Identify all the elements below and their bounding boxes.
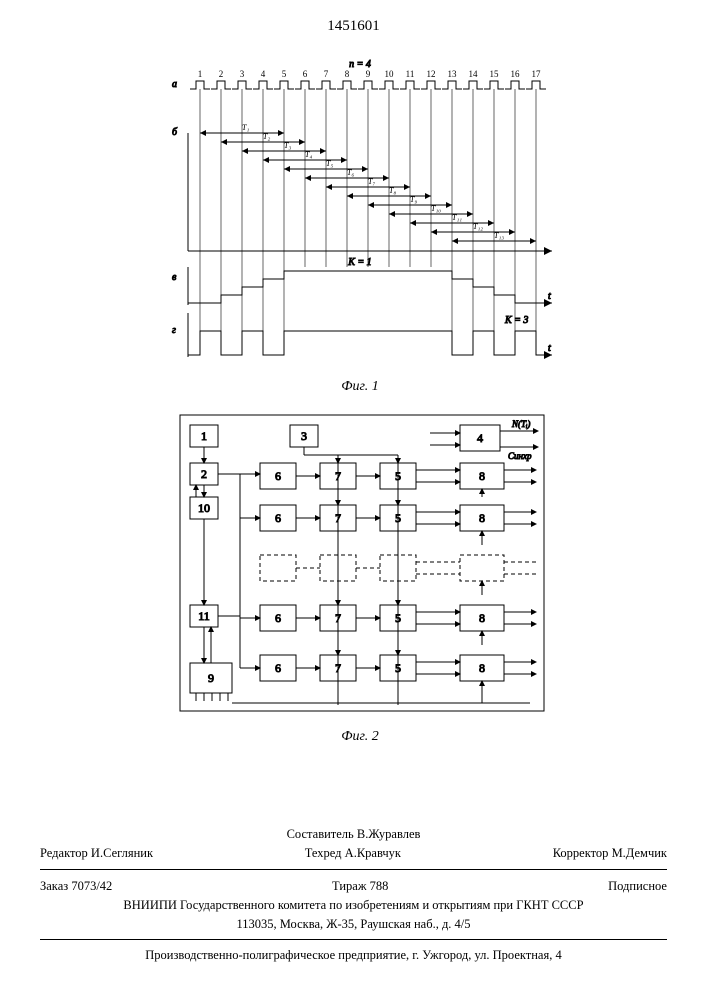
svg-text:15: 15 — [490, 69, 500, 79]
corrector-label: Корректор — [553, 846, 609, 860]
svg-text:6: 6 — [275, 611, 281, 625]
svg-text:T₄: T₄ — [305, 150, 312, 159]
fig1-caption: Фиг. 1 — [160, 379, 560, 395]
svg-text:8: 8 — [479, 611, 485, 625]
svg-text:1: 1 — [201, 429, 207, 443]
fig2-caption: Фиг. 2 — [160, 729, 560, 745]
svg-text:T₃: T₃ — [284, 141, 291, 150]
svg-text:4: 4 — [261, 69, 266, 79]
svg-text:в: в — [172, 272, 177, 283]
svg-text:12: 12 — [427, 69, 436, 79]
svg-text:8: 8 — [479, 469, 485, 483]
footer-block: Составитель В.Журавлев Редактор И.Сеглян… — [40, 825, 667, 964]
svg-text:г: г — [172, 325, 176, 336]
svg-text:8: 8 — [479, 511, 485, 525]
svg-text:Синхр: Синхр — [508, 451, 532, 461]
svg-text:6: 6 — [275, 511, 281, 525]
svg-text:T₅: T₅ — [326, 159, 333, 168]
figure-1: n = 4 а — [160, 55, 560, 755]
svg-text:2: 2 — [219, 69, 224, 79]
svg-text:6: 6 — [303, 69, 308, 79]
svg-text:16: 16 — [511, 69, 521, 79]
svg-text:6: 6 — [275, 661, 281, 675]
svg-text:К = 1: К = 1 — [347, 257, 371, 268]
svg-text:T₁₂: T₁₂ — [473, 222, 483, 231]
svg-text:8: 8 — [479, 661, 485, 675]
compiler-name: В.Журавлев — [357, 827, 421, 841]
svg-text:9: 9 — [208, 671, 214, 685]
svg-text:4: 4 — [477, 431, 483, 445]
svg-text:13: 13 — [448, 69, 458, 79]
svg-text:3: 3 — [240, 69, 245, 79]
svg-text:9: 9 — [366, 69, 371, 79]
svg-text:T₁: T₁ — [242, 123, 249, 132]
svg-text:14: 14 — [469, 69, 479, 79]
corrector-name: М.Демчик — [612, 846, 667, 860]
svg-text:T₉: T₉ — [410, 195, 417, 204]
order-num: 7073/42 — [71, 879, 112, 893]
org-addr: 113035, Москва, Ж-35, Раушская наб., д. … — [40, 915, 667, 933]
fig1-svg: n = 4 а — [160, 55, 560, 375]
tirazh-label: Тираж — [332, 879, 366, 893]
svg-text:11: 11 — [198, 609, 210, 623]
svg-text:6: 6 — [275, 469, 281, 483]
techred-name: А.Кравчук — [345, 846, 401, 860]
svg-text:T₁₁: T₁₁ — [452, 213, 462, 222]
svg-text:5: 5 — [282, 69, 287, 79]
svg-text:10: 10 — [385, 69, 395, 79]
org1: ВНИИПИ Государственного комитета по изоб… — [40, 896, 667, 914]
patent-number: 1451601 — [0, 18, 707, 35]
svg-text:10: 10 — [198, 501, 210, 515]
tirazh-num: 788 — [370, 879, 389, 893]
svg-text:t: t — [548, 343, 551, 354]
techred-label: Техред — [305, 846, 342, 860]
svg-text:11: 11 — [406, 69, 415, 79]
order-label: Заказ — [40, 879, 68, 893]
svg-text:7: 7 — [324, 69, 329, 79]
podpis: Подписное — [608, 877, 667, 895]
svg-text:T₈: T₈ — [389, 186, 396, 195]
svg-text:К = 3: К = 3 — [504, 315, 528, 326]
svg-text:T₂: T₂ — [263, 132, 270, 141]
svg-text:б: б — [172, 127, 178, 138]
printer: Производственно-полиграфическое предприя… — [40, 946, 667, 964]
divider — [40, 869, 667, 870]
editor-label: Редактор — [40, 846, 88, 860]
svg-text:T₁₃: T₁₃ — [494, 231, 504, 240]
svg-text:T₇: T₇ — [368, 177, 375, 186]
svg-text:N(Tᵢ): N(Tᵢ) — [511, 419, 530, 429]
svg-text:t: t — [548, 291, 551, 302]
editor-name: И.Сегляник — [91, 846, 153, 860]
divider-2 — [40, 939, 667, 940]
svg-text:8: 8 — [345, 69, 350, 79]
svg-text:T₆: T₆ — [347, 168, 354, 177]
fig2-svg: 1 2 10 11 9 3 4 N(Tᵢ) Синхр — [160, 405, 560, 725]
svg-text:3: 3 — [301, 429, 307, 443]
svg-text:а: а — [172, 79, 177, 90]
svg-text:17: 17 — [532, 69, 542, 79]
svg-text:2: 2 — [201, 467, 207, 481]
compiler-label: Составитель — [287, 827, 354, 841]
svg-text:T₁₀: T₁₀ — [431, 204, 441, 213]
svg-text:1: 1 — [198, 69, 203, 79]
